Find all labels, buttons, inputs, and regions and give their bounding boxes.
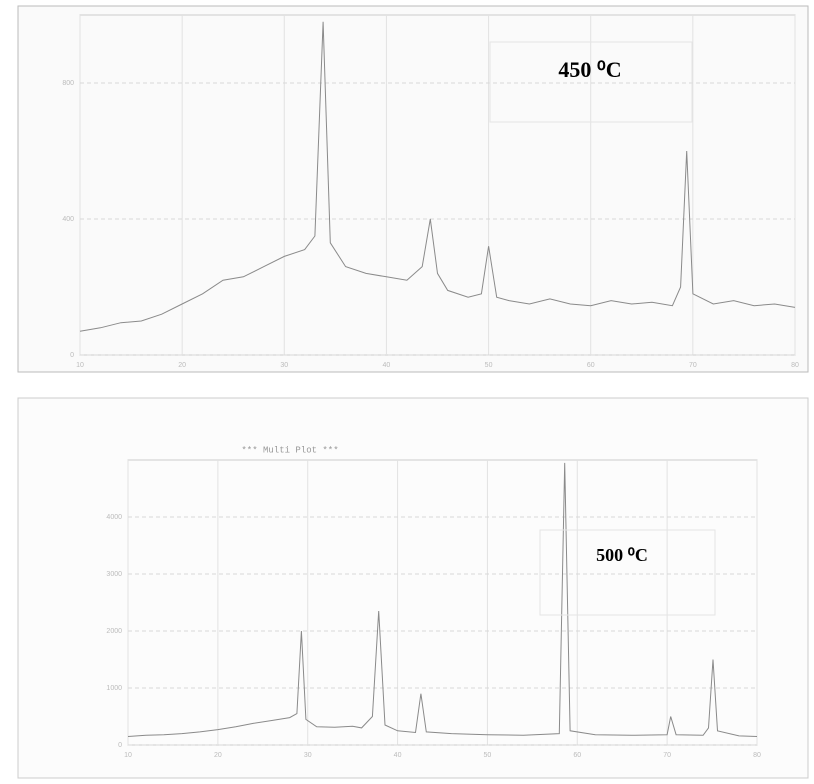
data-line xyxy=(127,462,758,737)
panel-frame xyxy=(17,397,809,779)
x-tick-label: 40 xyxy=(394,752,402,759)
x-tick-label: 20 xyxy=(214,752,222,759)
annotation: 500 ⁰C xyxy=(596,545,648,565)
y-tick-label: 0 xyxy=(118,742,122,749)
x-tick-label: 10 xyxy=(76,362,84,369)
x-tick-label: 70 xyxy=(663,752,671,759)
panel-frame xyxy=(17,5,809,373)
y-tick-label: 3000 xyxy=(106,571,122,578)
x-tick-label: 60 xyxy=(587,362,595,369)
annotation: 450 ⁰C xyxy=(558,57,621,82)
y-tick-label: 800 xyxy=(62,80,74,87)
y-tick-label: 400 xyxy=(62,216,74,223)
x-tick-label: 10 xyxy=(124,752,132,759)
x-tick-label: 50 xyxy=(484,752,492,759)
x-tick-label: 40 xyxy=(383,362,391,369)
annotation-box xyxy=(539,529,716,616)
y-tick-label: 4000 xyxy=(106,514,122,521)
x-tick-label: 80 xyxy=(753,752,761,759)
y-tick-label: 2000 xyxy=(106,628,122,635)
data-line xyxy=(79,21,796,332)
x-tick-label: 30 xyxy=(304,752,312,759)
x-tick-label: 20 xyxy=(178,362,186,369)
x-tick-label: 60 xyxy=(573,752,581,759)
x-tick-label: 30 xyxy=(280,362,288,369)
annotation-box xyxy=(489,41,693,123)
x-tick-label: 70 xyxy=(689,362,697,369)
x-tick-label: 50 xyxy=(485,362,493,369)
y-tick-label: 0 xyxy=(70,352,74,359)
y-tick-label: 1000 xyxy=(106,685,122,692)
x-tick-label: 80 xyxy=(791,362,799,369)
chart-title: *** Multi Plot *** xyxy=(241,445,338,455)
